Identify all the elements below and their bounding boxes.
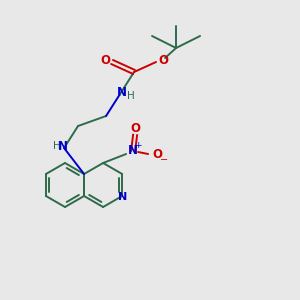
Text: N: N xyxy=(58,140,68,152)
Text: H: H xyxy=(53,141,61,151)
Text: O: O xyxy=(152,148,162,161)
Text: O: O xyxy=(130,122,140,134)
Text: O: O xyxy=(100,53,110,67)
Text: O: O xyxy=(158,55,168,68)
Text: N: N xyxy=(128,145,138,158)
Text: +: + xyxy=(134,142,142,151)
Text: N: N xyxy=(118,192,127,202)
Text: −: − xyxy=(160,155,168,165)
Text: N: N xyxy=(117,86,127,100)
Text: H: H xyxy=(127,91,135,101)
